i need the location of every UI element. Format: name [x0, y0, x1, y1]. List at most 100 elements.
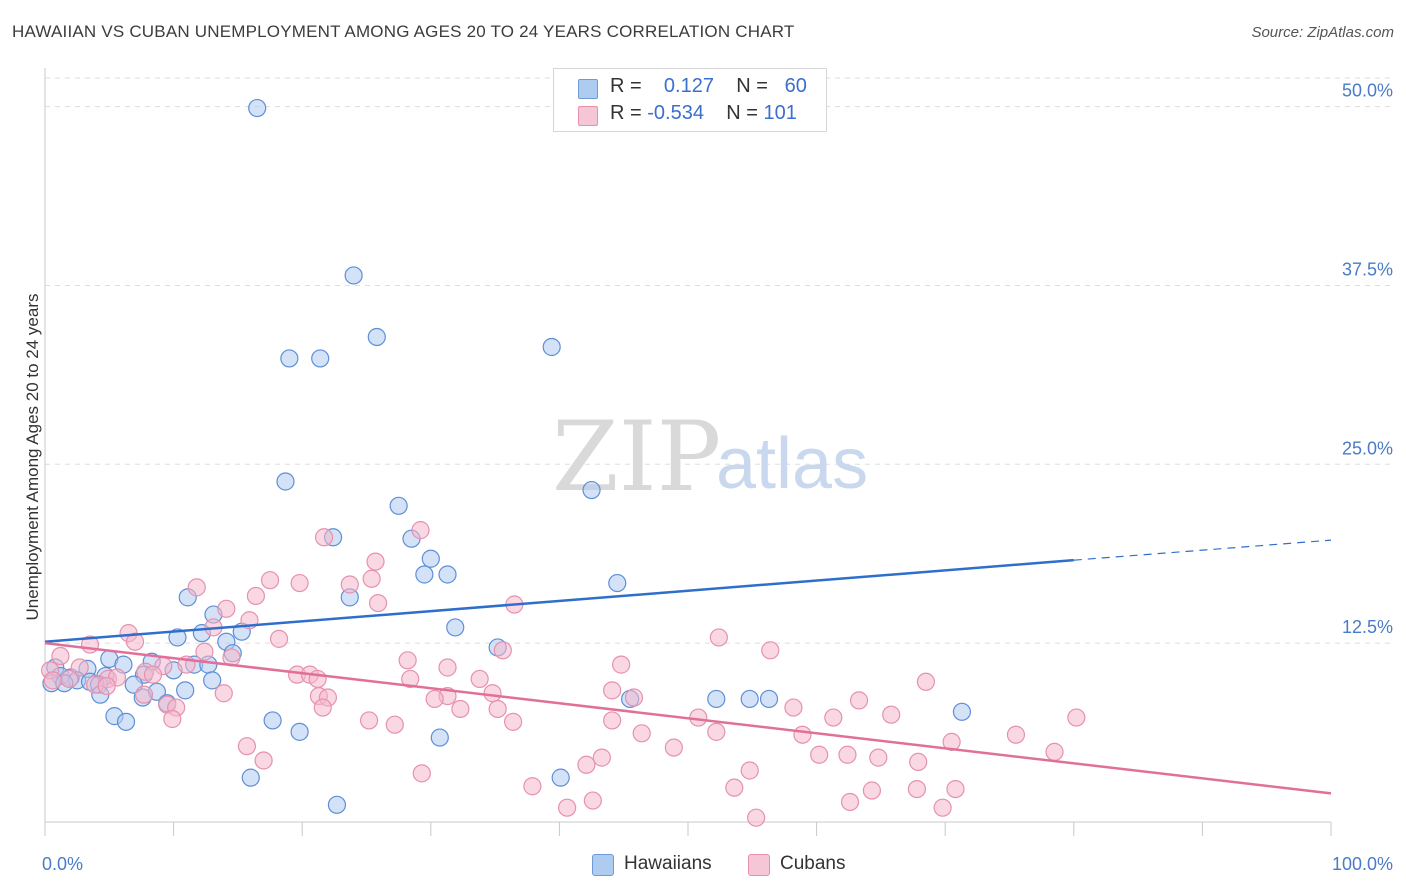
cuban-point	[916, 672, 936, 691]
y-tick-label: 37.5%	[1342, 259, 1393, 279]
cuban-point	[143, 665, 163, 684]
cuban-point	[793, 725, 812, 744]
data-points	[41, 98, 1086, 827]
watermark-atlas: atlas	[716, 424, 868, 504]
cuban-point	[97, 676, 116, 696]
series-cubans	[41, 521, 1086, 827]
cuban-point	[612, 655, 631, 674]
cuban-point	[577, 755, 596, 774]
cubans-trend-line	[44, 641, 1332, 795]
trend-lines	[44, 539, 1332, 795]
hawaiian-point	[290, 722, 309, 741]
cuban-point	[488, 699, 507, 719]
cubans-r-label: R =	[610, 102, 642, 124]
hawaiian-point	[759, 689, 779, 709]
cuban-point	[592, 748, 611, 767]
hawaiian-point	[582, 480, 601, 500]
correlation-legend: R = 0.127 N = 60 R = -0.534 N = 101	[553, 68, 827, 132]
axis-labels: 12.5% 25.0% 37.5% 50.0% 0.0% 100.0% Unemployme…	[23, 81, 1393, 874]
legend-item-cubans[interactable]: Cubans	[748, 852, 868, 876]
hawaiians-trend-line	[44, 558, 1074, 643]
cuban-point	[523, 777, 542, 796]
cuban-point	[933, 798, 952, 817]
cuban-point	[862, 781, 881, 800]
cubans-n-label: N =	[726, 102, 758, 124]
hawaiian-point	[263, 711, 282, 730]
cuban-point	[237, 737, 257, 756]
cuban-point	[60, 669, 79, 689]
hawaiian-point	[542, 337, 561, 357]
hawaiian-point	[367, 327, 386, 347]
cuban-point	[603, 711, 622, 730]
hawaiian-point	[116, 712, 136, 731]
cubans-swatch	[578, 106, 598, 126]
cubans-n-value: 101	[763, 102, 797, 124]
x-tick-label-min: 0.0%	[42, 854, 83, 874]
cuban-point	[583, 791, 602, 810]
hawaiians-legend-swatch	[592, 854, 614, 876]
cubans-r-value: -0.534	[647, 102, 704, 124]
cuban-point	[195, 642, 214, 661]
hawaiian-point	[438, 565, 457, 584]
hawaiian-point	[203, 671, 222, 690]
hawaiian-point	[551, 768, 570, 787]
cuban-point	[254, 751, 273, 770]
cuban-point	[43, 671, 62, 690]
axes	[44, 68, 1332, 836]
hawaiians-swatch	[578, 79, 598, 99]
cuban-point	[246, 586, 266, 606]
y-axis-title: Unemployment Among Ages 20 to 24 years	[23, 294, 42, 621]
chart-title: HAWAIIAN VS CUBAN UNEMPLOYMENT AMONG AGE…	[12, 22, 795, 41]
watermark: ZIP atlas	[552, 401, 868, 513]
hawaiians-r-label: R =	[610, 75, 642, 97]
cuban-point	[70, 658, 89, 677]
hawaiians-trend-extension	[1073, 539, 1332, 561]
cuban-point	[747, 808, 766, 827]
cubans-legend-label: Cubans	[780, 853, 846, 874]
cuban-point	[366, 552, 385, 571]
cuban-point	[709, 628, 728, 647]
hawaiian-point	[241, 768, 260, 787]
hawaiian-point	[415, 565, 434, 584]
cuban-point	[411, 521, 430, 540]
legend-item-hawaiians[interactable]: Hawaiians	[592, 852, 732, 876]
hawaiians-r-value: 0.127	[663, 75, 714, 97]
hawaiian-point	[446, 618, 465, 637]
cuban-point	[470, 669, 489, 689]
cuban-point	[308, 669, 327, 689]
y-tick-label: 50.0%	[1342, 81, 1393, 101]
cuban-point	[824, 708, 843, 727]
cuban-point	[134, 685, 154, 704]
cuban-point	[909, 752, 928, 772]
cuban-point	[784, 698, 803, 717]
cuban-point	[269, 629, 289, 648]
cuban-point	[290, 573, 309, 593]
cuban-point	[624, 688, 644, 707]
cuban-point	[438, 658, 457, 677]
cuban-point	[504, 712, 523, 731]
cuban-point	[603, 681, 622, 700]
cuban-point	[761, 641, 780, 660]
cuban-point	[368, 593, 388, 613]
cuban-point	[340, 575, 359, 594]
hawaiian-point	[311, 349, 330, 368]
cuban-point	[946, 779, 965, 799]
cuban-point	[412, 764, 431, 783]
cuban-point	[425, 689, 444, 709]
cuban-point	[558, 798, 577, 817]
cuban-point	[1006, 725, 1026, 744]
cuban-point	[664, 738, 683, 757]
hawaiian-point	[430, 728, 449, 747]
cuban-point	[187, 578, 206, 597]
cuban-point	[493, 641, 512, 660]
cuban-point	[1067, 708, 1086, 727]
hawaiian-point	[168, 628, 187, 647]
source-label: Source: ZipAtlas.com	[1251, 24, 1394, 41]
cuban-point	[942, 732, 961, 751]
cubans-legend-swatch	[748, 854, 770, 876]
cuban-point	[385, 715, 404, 734]
hawaiian-point	[389, 496, 408, 515]
cuban-point	[707, 722, 726, 741]
y-tick-label: 25.0%	[1342, 438, 1393, 458]
cuban-point	[313, 698, 332, 717]
